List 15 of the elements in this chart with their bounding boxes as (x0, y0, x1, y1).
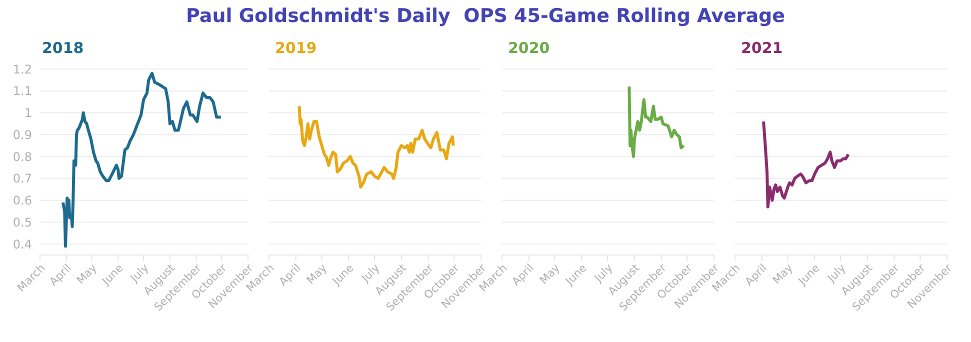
y-tick-label: 0.8 (12, 150, 32, 164)
text: 2018 (42, 39, 84, 57)
line-series (61, 72, 222, 248)
text: 2020 (508, 39, 550, 57)
y-tick-label: 0.5 (12, 215, 32, 230)
y-tick-label: 1.2 (12, 62, 32, 76)
text: 2021 (741, 39, 783, 57)
text: 2019 (275, 39, 317, 57)
y-tick-label: 0.9 (12, 128, 32, 142)
y-tick-label: 1.1 (12, 84, 32, 98)
y-tick-label: 0.7 (12, 172, 32, 186)
text: Paul Goldschmidt's Daily OPS 45-Game Rolling Average (184, 4, 786, 29)
y-tick-label: 0.4 (12, 237, 32, 252)
y-tick-label: 1 (24, 106, 32, 120)
y-tick-label: 0.6 (12, 194, 32, 208)
